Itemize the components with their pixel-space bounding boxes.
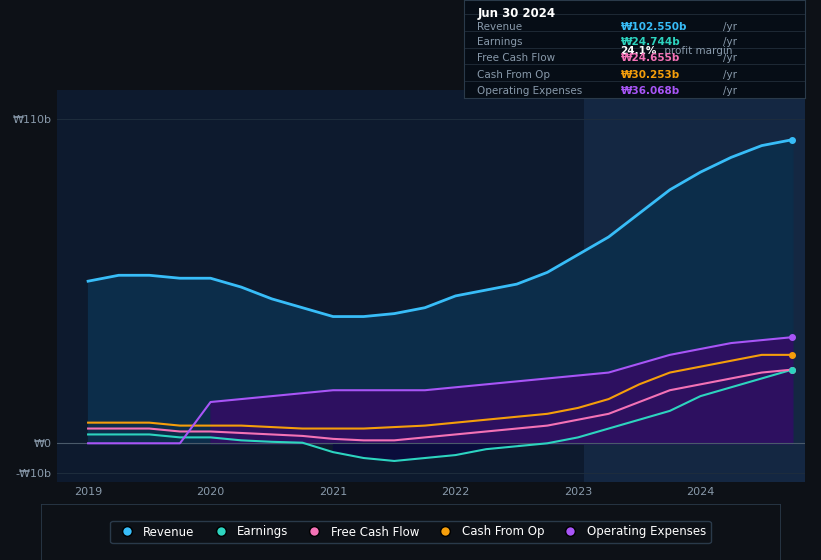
Text: ₩24.655b: ₩24.655b: [621, 53, 680, 63]
Text: Operating Expenses: Operating Expenses: [478, 86, 583, 96]
Text: /yr: /yr: [722, 86, 736, 96]
Text: Jun 30 2024: Jun 30 2024: [478, 7, 556, 20]
Text: /yr: /yr: [722, 37, 736, 46]
Text: ₩24.744b: ₩24.744b: [621, 37, 681, 46]
Text: profit margin: profit margin: [662, 45, 733, 55]
Text: ₩102.550b: ₩102.550b: [621, 21, 687, 31]
Text: Earnings: Earnings: [478, 37, 523, 46]
Text: ₩30.253b: ₩30.253b: [621, 69, 680, 80]
Text: /yr: /yr: [722, 53, 736, 63]
Text: /yr: /yr: [722, 69, 736, 80]
Text: Free Cash Flow: Free Cash Flow: [478, 53, 556, 63]
Legend: Revenue, Earnings, Free Cash Flow, Cash From Op, Operating Expenses: Revenue, Earnings, Free Cash Flow, Cash …: [110, 521, 711, 543]
Text: ₩36.068b: ₩36.068b: [621, 86, 680, 96]
Text: 24.1%: 24.1%: [621, 45, 657, 55]
Text: Revenue: Revenue: [478, 21, 523, 31]
Bar: [584, 90, 805, 482]
Text: Cash From Op: Cash From Op: [478, 69, 551, 80]
Text: /yr: /yr: [722, 21, 736, 31]
